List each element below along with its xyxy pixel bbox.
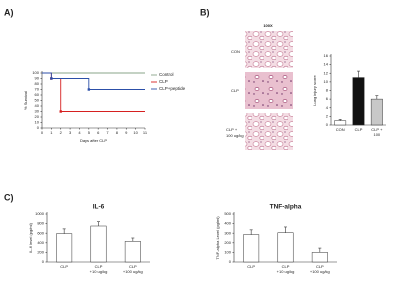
x-tick-label: CLP bbox=[247, 264, 255, 269]
legend-label: CLP+peptide bbox=[159, 86, 186, 91]
x-tick-label: CLP bbox=[95, 264, 103, 269]
y-axis-label: Lung injury score bbox=[312, 74, 317, 105]
bar bbox=[90, 225, 107, 263]
x-tick-label: 10 bbox=[133, 130, 138, 135]
y-tick-label: 90 bbox=[35, 76, 40, 81]
x-tick-label: CLP bbox=[282, 264, 290, 269]
bar bbox=[243, 234, 260, 263]
y-tick-label: 14 bbox=[324, 62, 329, 67]
bar bbox=[124, 241, 141, 263]
y-tick-label: 200 bbox=[224, 240, 231, 245]
y-tick-label: 100 bbox=[224, 249, 231, 254]
marker bbox=[50, 77, 53, 80]
x-tick-label: CLP bbox=[60, 264, 68, 269]
y-tick-label: 10 bbox=[324, 79, 329, 84]
y-tick-label: 1000 bbox=[35, 211, 45, 216]
y-axis-label: TNF-alpha Level (pg/ml) bbox=[215, 216, 220, 260]
x-tick-label: +10 ug/kg bbox=[277, 269, 295, 274]
x-tick-label: 5 bbox=[88, 130, 91, 135]
x-tick-label: CLP bbox=[355, 127, 363, 132]
legend-label: CLP bbox=[159, 79, 168, 84]
histology-image bbox=[245, 31, 293, 68]
legend-label: Control bbox=[159, 72, 174, 77]
x-tick-label: 9 bbox=[125, 130, 128, 135]
x-tick-label: 4 bbox=[78, 130, 81, 135]
row-label: CON bbox=[231, 49, 240, 54]
y-tick-label: 16 bbox=[324, 53, 329, 58]
x-tick-label: 100 bbox=[373, 132, 380, 137]
y-tick-label: 10 bbox=[35, 120, 40, 125]
y-tick-label: 20 bbox=[35, 114, 40, 119]
x-tick-label: +100 ug/kg bbox=[310, 269, 330, 274]
y-axis-label: % Survival bbox=[23, 91, 28, 110]
y-tick-label: 70 bbox=[35, 87, 40, 92]
y-tick-label: 80 bbox=[35, 81, 40, 86]
y-tick-label: 100 bbox=[32, 70, 39, 75]
y-tick-label: 8 bbox=[326, 88, 329, 93]
x-tick-label: CLP bbox=[316, 264, 324, 269]
y-tick-label: 6 bbox=[326, 96, 329, 101]
y-tick-label: 300 bbox=[224, 230, 231, 235]
row-label: CLP bbox=[231, 88, 239, 93]
y-tick-label: 60 bbox=[35, 92, 40, 97]
bar bbox=[352, 77, 365, 126]
x-tick-label: 1 bbox=[50, 130, 53, 135]
y-tick-label: 2 bbox=[326, 113, 329, 118]
y-tick-label: 800 bbox=[37, 221, 44, 226]
histology-image bbox=[245, 72, 293, 109]
y-tick-label: 12 bbox=[324, 70, 329, 75]
y-tick-label: 0 bbox=[37, 125, 40, 130]
y-tick-label: 0 bbox=[229, 259, 232, 264]
y-tick-label: 500 bbox=[224, 211, 231, 216]
x-tick-label: 2 bbox=[60, 130, 63, 135]
x-tick-label: 7 bbox=[106, 130, 109, 135]
y-tick-label: 40 bbox=[35, 103, 40, 108]
x-tick-label: 8 bbox=[116, 130, 119, 135]
panel-label: C) bbox=[4, 192, 14, 202]
x-axis-label: Days after CLP bbox=[80, 138, 107, 143]
x-tick-label: +10 ug/kg bbox=[90, 269, 108, 274]
panel-label: B) bbox=[200, 7, 210, 17]
x-tick-label: 3 bbox=[69, 130, 72, 135]
x-tick-label: 0 bbox=[41, 130, 44, 135]
x-tick-label: CLP bbox=[129, 264, 137, 269]
chart-title: TNF-alpha bbox=[270, 204, 302, 211]
x-tick-label: 6 bbox=[97, 130, 100, 135]
y-tick-label: 0 bbox=[326, 122, 329, 127]
y-tick-label: 200 bbox=[37, 249, 44, 254]
bar bbox=[334, 120, 347, 126]
histology-image bbox=[245, 113, 293, 150]
y-tick-label: 400 bbox=[37, 240, 44, 245]
bar bbox=[277, 232, 294, 263]
bar bbox=[56, 233, 73, 263]
bar bbox=[370, 98, 383, 126]
marker bbox=[87, 88, 91, 91]
y-tick-label: 30 bbox=[35, 109, 40, 114]
chart-title: IL-6 bbox=[93, 204, 105, 211]
y-tick-label: 600 bbox=[37, 230, 44, 235]
x-tick-label: 11 bbox=[143, 130, 148, 135]
marker bbox=[59, 110, 62, 113]
y-tick-label: 400 bbox=[224, 221, 231, 226]
row-label: CLP + bbox=[226, 127, 238, 132]
row-label: 100 ug/kg bbox=[226, 133, 244, 138]
x-tick-label: +100 ug/kg bbox=[123, 269, 143, 274]
y-tick-label: 4 bbox=[326, 105, 329, 110]
x-tick-label: CLP + bbox=[371, 127, 383, 132]
y-axis-label: IL-6 level (pg/ml) bbox=[28, 222, 33, 252]
bar bbox=[311, 252, 328, 263]
y-tick-label: 50 bbox=[35, 98, 40, 103]
y-tick-label: 0 bbox=[42, 259, 45, 264]
survival-line bbox=[42, 72, 145, 90]
x-tick-label: CON bbox=[336, 127, 345, 132]
panel-label: A) bbox=[4, 7, 14, 17]
magnification: 100X bbox=[263, 23, 273, 28]
